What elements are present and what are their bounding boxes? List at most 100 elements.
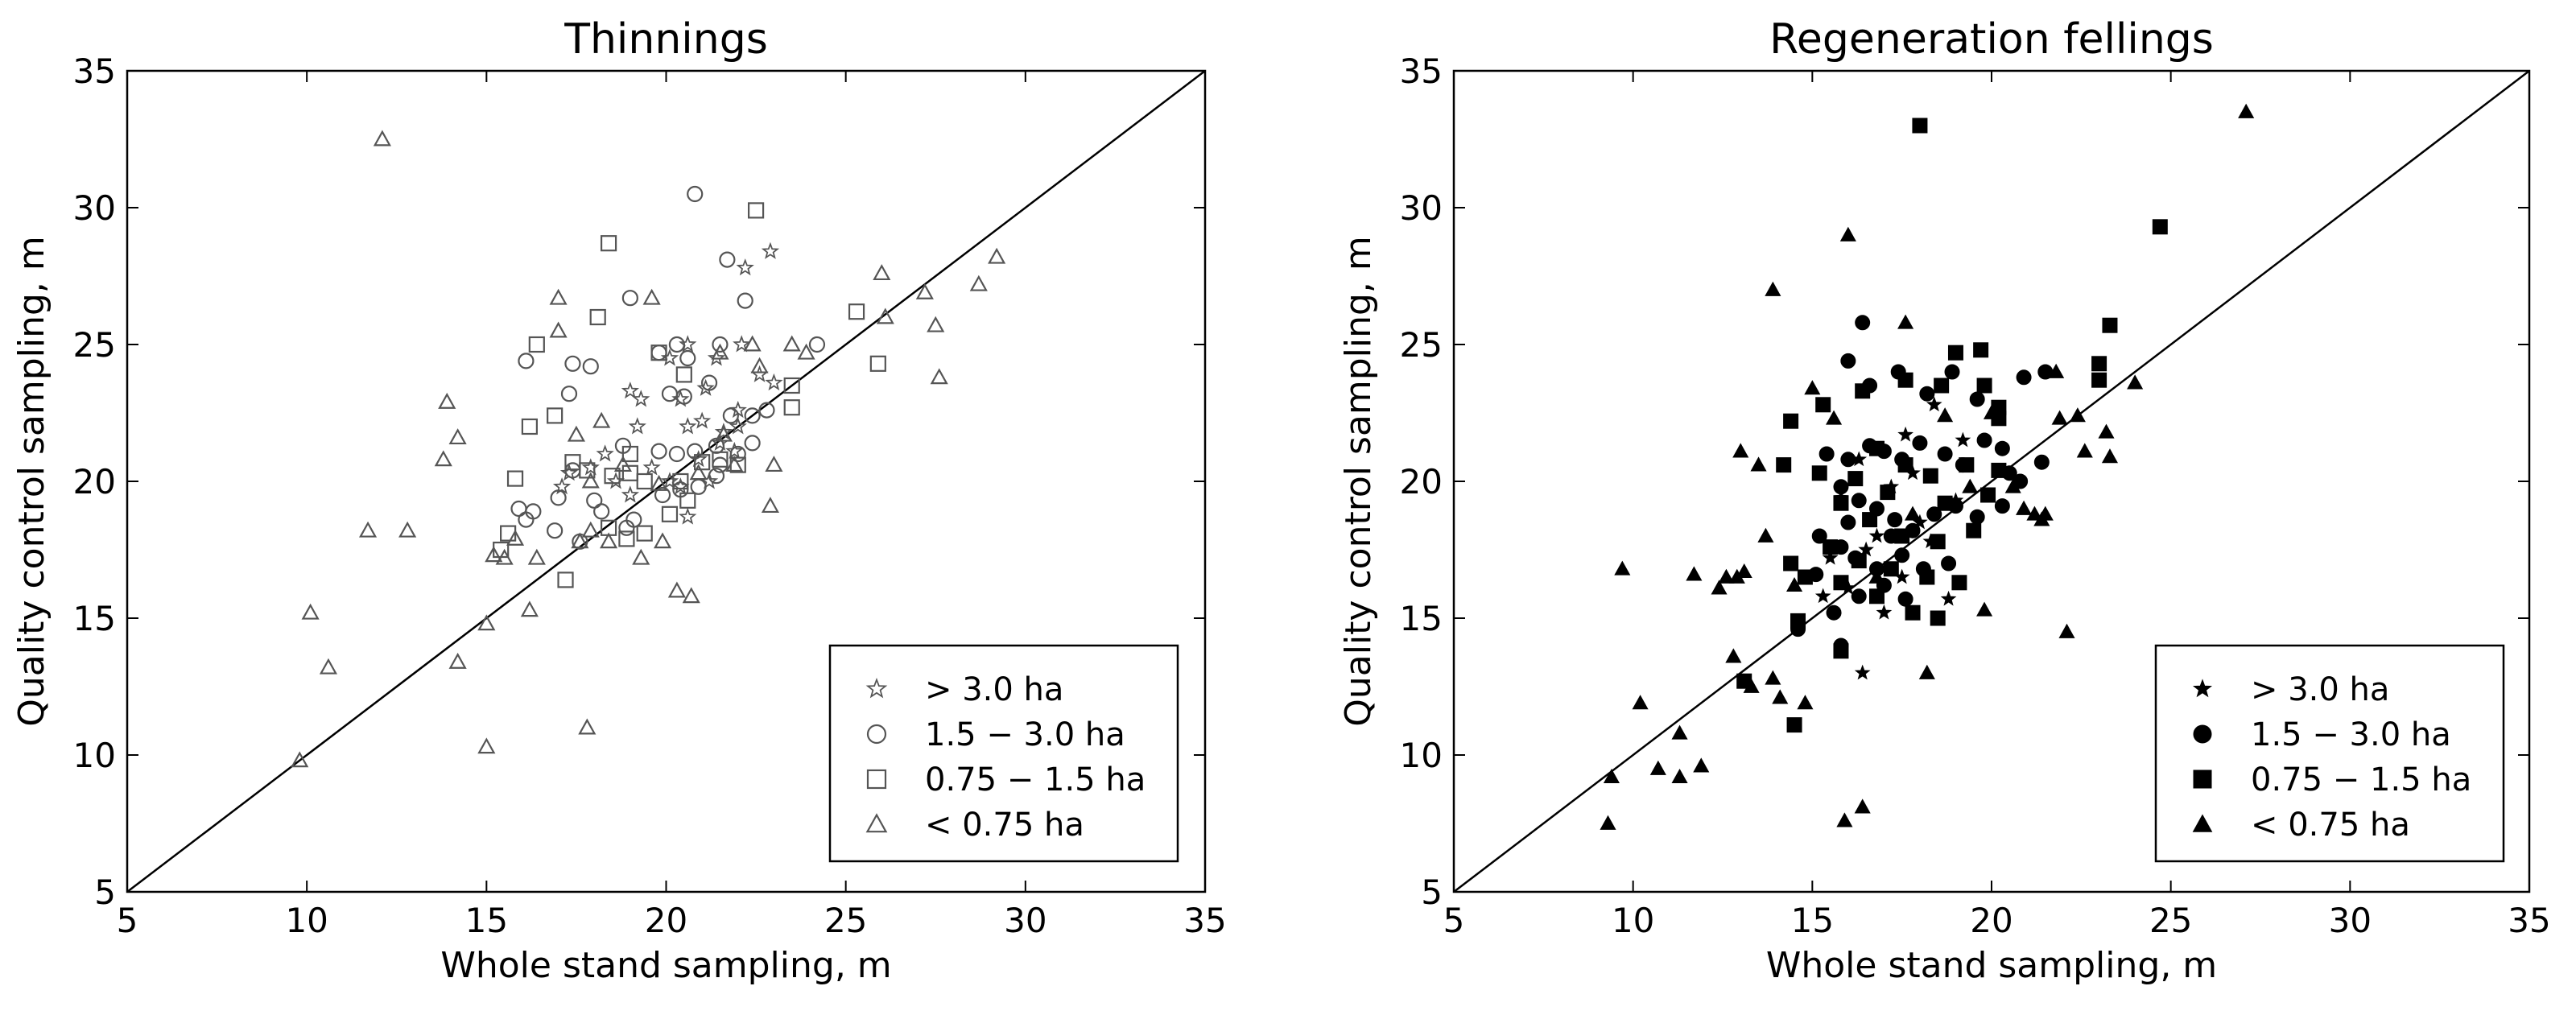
x-tick-label: 25 [824,901,867,940]
data-point [725,456,744,472]
data-point [1855,315,1871,331]
data-point [729,445,746,463]
data-point [636,472,653,490]
data-point [1983,404,2000,419]
data-point [797,343,815,360]
data-point [1868,568,1885,584]
x-tick-label: 20 [645,901,687,940]
data-point [567,425,585,442]
data-point [1833,479,1849,495]
data-point [373,130,391,146]
data-point [628,417,646,435]
data-point [1876,604,1893,620]
data-point [1919,386,1935,402]
legend-marker-star [2192,679,2213,698]
data-point [1614,560,1631,576]
data-point [915,283,934,299]
legend-marker-square [2193,770,2212,789]
data-point [1839,226,1856,241]
data-point [581,458,600,476]
data-point [761,241,780,259]
data-point [485,546,503,563]
data-point [586,492,603,509]
x-tick-label: 25 [2149,901,2192,940]
legend-marker-circle [866,724,887,745]
data-point [1851,553,1867,569]
x-tick-label: 15 [465,901,508,940]
data-point [1969,509,1985,525]
data-point [549,288,568,305]
data-point [1955,431,1971,448]
data-point [632,548,650,565]
data-point [1818,446,1835,462]
data-point [1918,664,1935,679]
data-point [869,355,886,372]
data-point [661,505,679,522]
data-point [625,511,642,528]
data-point [711,343,729,360]
data-point [621,464,638,481]
data-point [1840,353,1856,369]
data-point [1944,364,1960,380]
legend-marker-square [866,769,887,790]
data-point [1991,462,2007,478]
data-point [650,443,667,460]
data-point [1976,432,1992,448]
data-point [714,425,733,442]
data-point [1934,378,1950,394]
y-tick-label: 20 [73,462,116,501]
data-point [521,418,538,435]
data-point [733,335,751,353]
data-point [1765,281,1781,296]
data-point [1783,555,1799,571]
data-point [582,358,599,375]
data-point [1973,342,1989,358]
data-point [1736,563,1752,579]
x-tick-label: 20 [1970,901,2013,940]
data-point [578,718,597,735]
data-point [1887,512,1903,528]
data-point [1912,118,1928,134]
data-point [642,288,661,305]
legend-box [828,644,1179,863]
data-point [1776,457,1792,473]
legend-marker-circle [2193,724,2212,744]
data-point [621,290,638,307]
data-point [1854,664,1871,680]
data-point [2058,623,2075,638]
x-axis-label: Whole stand sampling, m [1766,945,2217,986]
data-point [1894,547,1910,563]
series-2 [1736,118,2168,733]
data-point [1947,345,1963,361]
x-tick-label: 5 [1443,901,1465,940]
reference-line-1to1 [1453,70,2530,893]
data-point [528,336,545,353]
data-point [1790,613,1806,629]
data-point [719,251,736,268]
data-point [712,336,729,353]
data-point [1600,815,1616,830]
data-point [547,522,564,539]
series-3 [291,130,1006,768]
data-point [564,454,581,471]
data-point [1994,498,2010,514]
data-point [1743,678,1760,693]
y-tick-label: 10 [73,736,116,775]
data-point [2033,454,2050,470]
data-point [1868,440,1885,456]
data-point [1883,561,1899,577]
data-point [1649,760,1666,775]
data-point [692,411,712,429]
data-point [1750,456,1767,472]
data-point [1912,435,1928,451]
panel-regeneration-fellings: 5 10 15 20 25 30 35 5 10 15 20 25 30 35 Regeneration f… [1338,15,2551,986]
data-point [2026,505,2043,521]
data-point [1671,768,1688,784]
data-point [668,445,685,463]
data-point [1797,569,1813,585]
data-point [1994,440,2010,456]
y-tick-label: 5 [94,873,116,912]
data-point [782,335,801,352]
data-point [520,600,539,617]
data-point [1822,549,1839,565]
